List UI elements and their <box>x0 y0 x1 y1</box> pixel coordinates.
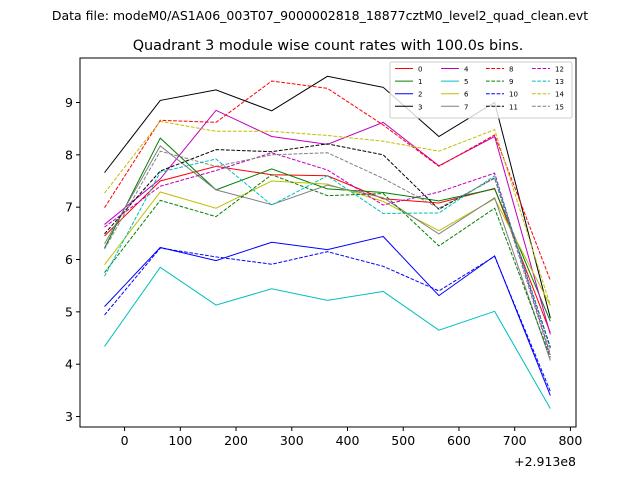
series-line-10 <box>104 247 551 392</box>
series-line-11 <box>104 143 551 348</box>
series-line-9 <box>104 174 551 358</box>
series-line-2 <box>104 235 551 396</box>
legend-label-8: 8 <box>509 66 513 74</box>
legend-label-1: 1 <box>418 78 422 86</box>
x-axis-offset-text: +2.913e8 <box>514 454 576 469</box>
series-line-8 <box>104 80 551 281</box>
series-line-15 <box>104 150 551 357</box>
x-axis: 0 100 200 300 400 500 600 700 800 <box>121 427 582 448</box>
legend-label-11: 11 <box>509 103 518 111</box>
legend-label-12: 12 <box>555 66 564 74</box>
y-tick-label: 7 <box>65 200 73 215</box>
y-tick-label: 6 <box>65 252 73 267</box>
legend-label-14: 14 <box>555 91 564 99</box>
x-tick-label: 200 <box>224 433 248 448</box>
legend-label-5: 5 <box>464 78 468 86</box>
legend-label-4: 4 <box>464 66 469 74</box>
plot-area <box>104 75 551 409</box>
y-tick-label: 5 <box>65 304 73 319</box>
series-line-14 <box>104 120 551 306</box>
y-axis: 3 4 5 6 7 8 9 <box>65 95 80 424</box>
legend-label-7: 7 <box>464 103 468 111</box>
x-tick-label: 700 <box>503 433 527 448</box>
legend-label-10: 10 <box>509 91 518 99</box>
legend-label-9: 9 <box>509 78 513 86</box>
x-tick-label: 0 <box>121 433 129 448</box>
series-line-12 <box>104 152 551 355</box>
axes-frame <box>79 57 577 428</box>
y-tick-label: 3 <box>65 409 73 424</box>
x-tick-label: 100 <box>168 433 192 448</box>
x-tick-label: 800 <box>558 433 582 448</box>
series-line-4 <box>104 109 551 335</box>
x-tick-label: 600 <box>447 433 471 448</box>
chart-title: Quadrant 3 module wise count rates with … <box>133 38 524 54</box>
legend-label-0: 0 <box>418 66 422 74</box>
legend-label-13: 13 <box>555 78 564 86</box>
y-tick-label: 4 <box>65 357 73 372</box>
series-line-5 <box>104 266 551 409</box>
legend-label-15: 15 <box>555 103 564 111</box>
series-line-7 <box>104 145 551 361</box>
x-tick-label: 400 <box>336 433 360 448</box>
series-line-13 <box>104 158 551 350</box>
data-file-label: Data file: modeM0/AS1A06_003T07_90000028… <box>52 8 588 23</box>
legend-label-2: 2 <box>418 91 422 99</box>
legend-label-3: 3 <box>418 103 422 111</box>
y-tick-label: 9 <box>65 95 73 110</box>
x-tick-label: 500 <box>391 433 415 448</box>
legend-label-6: 6 <box>464 91 469 99</box>
y-tick-label: 8 <box>65 147 73 162</box>
legend-box <box>389 61 573 119</box>
x-tick-label: 300 <box>280 433 304 448</box>
